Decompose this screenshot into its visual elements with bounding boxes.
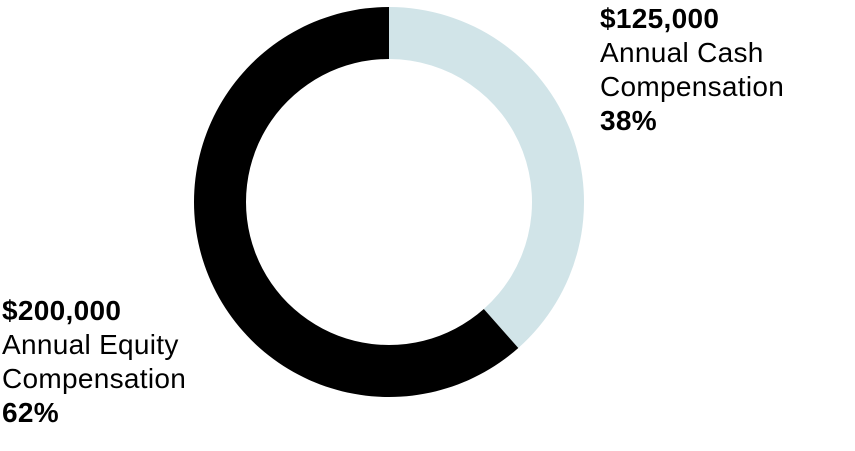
donut-slices: [193, 7, 584, 397]
slice-amount-equity: $200,000: [2, 295, 122, 326]
slice-equity: [193, 7, 519, 397]
slice-desc-cash-line1: Annual Cash: [600, 37, 764, 68]
slice-desc-cash-line2: Compensation: [600, 71, 785, 102]
slice-percent-cash: 38%: [600, 105, 657, 136]
slice-label-equity: $200,000 Annual Equity Compensation 62%: [2, 294, 186, 430]
slice-desc-equity-line1: Annual Equity: [2, 329, 179, 360]
slice-desc-equity-line2: Compensation: [2, 363, 187, 394]
slice-amount-cash: $125,000: [600, 3, 720, 34]
slice-label-cash: $125,000 Annual Cash Compensation 38%: [600, 2, 784, 138]
slice-cash: [389, 7, 584, 348]
slice-percent-equity: 62%: [2, 397, 59, 428]
